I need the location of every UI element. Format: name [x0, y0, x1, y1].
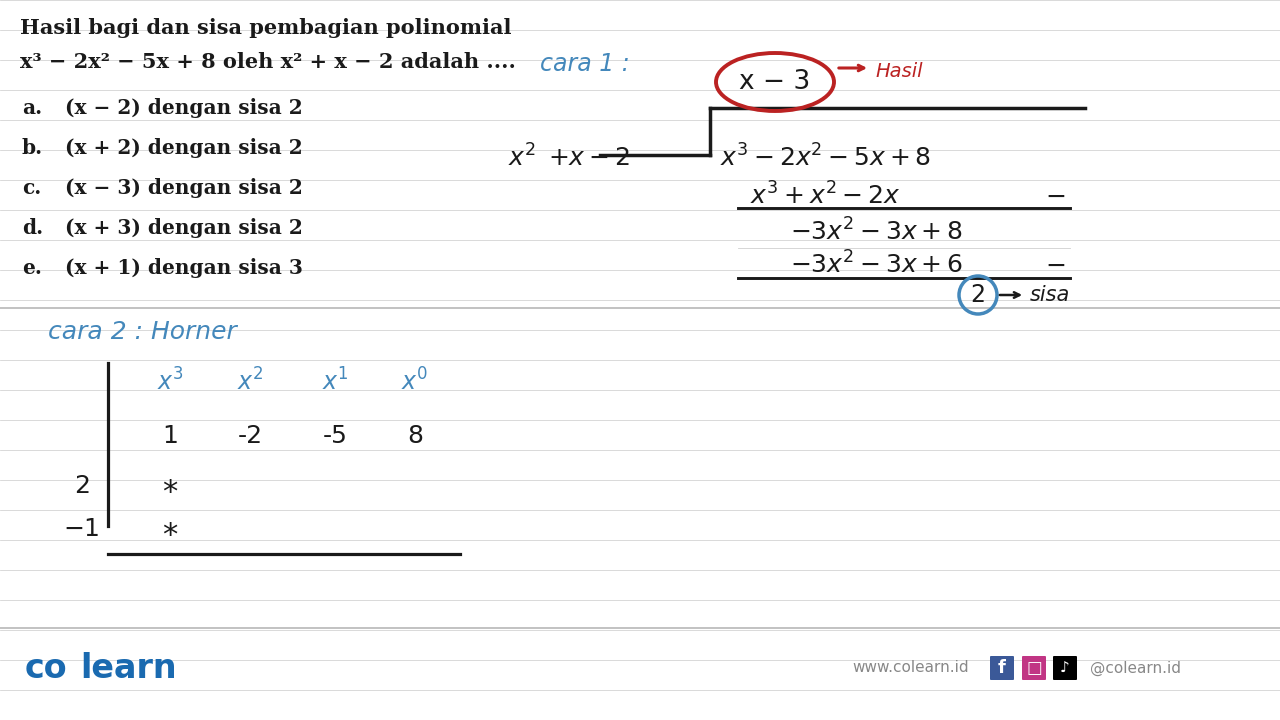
Text: b.: b. — [22, 138, 44, 158]
Text: (x + 1) dengan sisa 3: (x + 1) dengan sisa 3 — [65, 258, 303, 278]
Text: 8: 8 — [407, 424, 422, 448]
FancyBboxPatch shape — [1053, 656, 1076, 680]
Text: (x − 2) dengan sisa 2: (x − 2) dengan sisa 2 — [65, 98, 302, 118]
Text: ♪: ♪ — [1060, 660, 1070, 675]
Text: f: f — [998, 659, 1006, 677]
Text: $x^1$: $x^1$ — [321, 368, 348, 395]
Bar — [0, 308, 1280, 628]
Text: Hasil bagi dan sisa pembagian polinomial: Hasil bagi dan sisa pembagian polinomial — [20, 18, 512, 38]
Text: x − 3: x − 3 — [740, 69, 810, 95]
Text: *: * — [163, 521, 178, 550]
Text: -2: -2 — [237, 424, 262, 448]
Text: 2: 2 — [970, 283, 986, 307]
Text: 1: 1 — [163, 424, 178, 448]
Text: d.: d. — [22, 218, 44, 238]
Text: $x^3$: $x^3$ — [156, 368, 183, 395]
Text: $x^0$: $x^0$ — [402, 368, 429, 395]
Text: -5: -5 — [323, 424, 347, 448]
Text: cara 2 : Horner: cara 2 : Horner — [49, 320, 237, 344]
Text: $x^3 - 2x^2 - 5x + 8$: $x^3 - 2x^2 - 5x + 8$ — [719, 145, 931, 171]
Text: cara 1 :: cara 1 : — [540, 52, 630, 76]
FancyBboxPatch shape — [989, 656, 1014, 680]
Text: −1: −1 — [64, 517, 100, 541]
Bar — [0, 0, 1280, 308]
Text: $x^3 + x^2 - 2x$: $x^3 + x^2 - 2x$ — [750, 182, 900, 210]
Text: $-3x^2 - 3x + 8$: $-3x^2 - 3x + 8$ — [790, 218, 963, 246]
Text: e.: e. — [22, 258, 42, 278]
Text: c.: c. — [22, 178, 41, 198]
Text: a.: a. — [22, 98, 42, 118]
Text: Hasil: Hasil — [876, 62, 923, 81]
Text: *: * — [163, 478, 178, 507]
Text: $+x-2$: $+x-2$ — [548, 146, 630, 170]
Text: x³ − 2x² − 5x + 8 oleh x² + x − 2 adalah ....: x³ − 2x² − 5x + 8 oleh x² + x − 2 adalah… — [20, 52, 516, 72]
Text: 2: 2 — [74, 474, 90, 498]
FancyBboxPatch shape — [1021, 656, 1046, 680]
Text: $x^2$: $x^2$ — [508, 145, 536, 171]
Text: $-$: $-$ — [1044, 253, 1065, 277]
Text: (x − 3) dengan sisa 2: (x − 3) dengan sisa 2 — [65, 178, 303, 198]
Text: $-3x^2 - 3x + 6$: $-3x^2 - 3x + 6$ — [790, 251, 963, 279]
Text: (x + 2) dengan sisa 2: (x + 2) dengan sisa 2 — [65, 138, 302, 158]
Text: sisa: sisa — [1030, 285, 1070, 305]
Text: learn: learn — [79, 652, 177, 685]
Text: □: □ — [1027, 659, 1042, 677]
Text: www.colearn.id: www.colearn.id — [852, 660, 969, 675]
Bar — [0, 628, 1280, 720]
Text: @colearn.id: @colearn.id — [1091, 660, 1181, 675]
Text: $x^2$: $x^2$ — [237, 368, 264, 395]
Text: $-$: $-$ — [1044, 184, 1065, 208]
Text: (x + 3) dengan sisa 2: (x + 3) dengan sisa 2 — [65, 218, 303, 238]
Text: co: co — [26, 652, 68, 685]
